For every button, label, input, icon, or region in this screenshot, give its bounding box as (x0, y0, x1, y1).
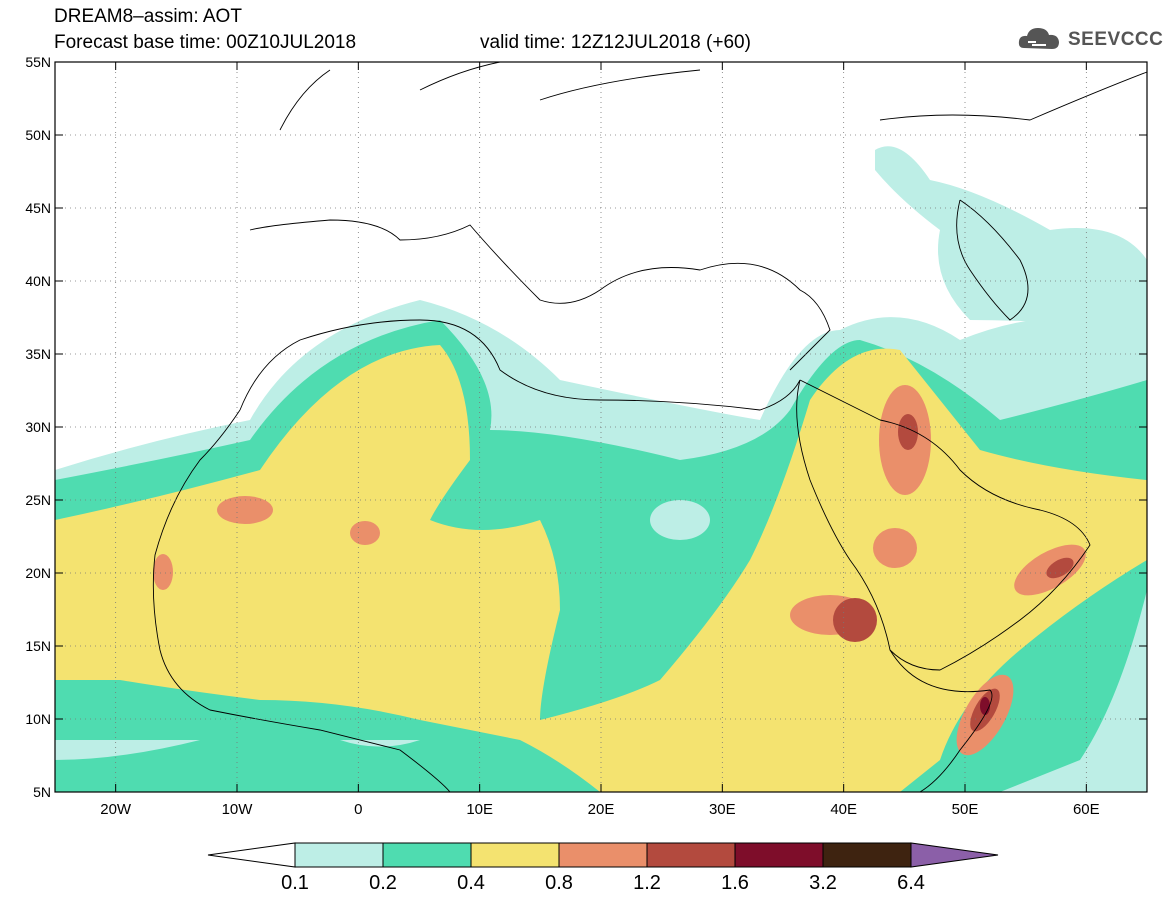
colorbar-min-arrow (207, 842, 296, 868)
aot-spot-high (153, 554, 173, 590)
coastline-europe (249, 219, 831, 371)
lat-tick-label: 35N (25, 346, 51, 362)
colorbar-label: 6.4 (897, 872, 925, 894)
lon-axis: 20W 10W 0 10E 20E 30E 40E 50E 60E (100, 62, 1100, 818)
lat-tick-label: 50N (25, 127, 51, 143)
coastline-caspian (956, 199, 1029, 321)
lon-tick-label: 20E (588, 801, 615, 818)
seevccc-logo: SEEVCCC (1016, 22, 1163, 58)
colorbar-max-arrow (910, 842, 999, 868)
lat-tick-label: 45N (25, 200, 51, 216)
lat-tick-label: 10N (25, 711, 51, 727)
aot-spot-high (350, 521, 380, 545)
map-title: DREAM8–assim: AOT (54, 6, 242, 27)
cloud-icon (1018, 28, 1059, 49)
colorbar: 0.1 0.2 0.4 0.8 1.2 1.6 3.2 6.4 (207, 842, 999, 894)
lat-tick-label: 55N (25, 54, 51, 70)
colorbar-label: 0.1 (281, 872, 309, 894)
aot-band-very-low-caspian (875, 146, 1147, 330)
forecast-base-time: Forecast base time: 00Z10JUL2018 (54, 32, 357, 53)
colorbar-box (470, 842, 560, 868)
lat-tick-label: 5N (33, 784, 51, 800)
lon-tick-label: 20W (100, 801, 132, 818)
aot-spot-very-high (898, 414, 918, 450)
valid-time: valid time: 12Z12JUL2018 (+60) (480, 32, 751, 53)
lon-tick-label: 60E (1073, 801, 1100, 818)
aot-spot-high (873, 528, 917, 568)
aot-clear-zone (650, 500, 710, 540)
colorbar-box (822, 842, 912, 868)
lon-tick-label: 50E (952, 801, 979, 818)
colorbar-box (558, 842, 648, 868)
lat-tick-label: 30N (25, 419, 51, 435)
lon-tick-label: 10W (222, 801, 254, 818)
lat-tick-label: 20N (25, 565, 51, 581)
aot-spot-extreme (980, 697, 990, 715)
colorbar-label: 1.6 (721, 872, 749, 894)
lon-tick-label: 0 (354, 801, 362, 818)
colorbar-label: 1.2 (633, 872, 661, 894)
coastline-west-africa (152, 409, 451, 792)
colorbar-box (734, 842, 824, 868)
lon-tick-label: 30E (709, 801, 736, 818)
lat-tick-label: 40N (25, 273, 51, 289)
colorbar-label: 0.2 (369, 872, 397, 894)
coastline-arabia (799, 379, 1091, 671)
lat-axis: 55N 50N 45N 40N 35N 30N 25N 20N 15N 10N 5N (25, 54, 1147, 800)
colorbar-label: 0.8 (545, 872, 573, 894)
lon-tick-label: 10E (466, 801, 493, 818)
logo-text: SEEVCCC (1068, 29, 1164, 50)
aot-spot-very-high (1046, 557, 1074, 579)
colorbar-box (382, 842, 472, 868)
aot-spot-very-high (833, 598, 877, 642)
lat-tick-label: 25N (25, 492, 51, 508)
aot-band-moderate (55, 345, 1147, 792)
coastlines (152, 62, 1147, 792)
colorbar-label: 0.4 (457, 872, 485, 894)
lat-tick-label: 15N (25, 638, 51, 654)
coastline-africa (239, 319, 993, 792)
colorbar-label: 3.2 (809, 872, 837, 894)
colorbar-box (646, 842, 736, 868)
lon-tick-label: 40E (830, 801, 857, 818)
coastline-north (279, 62, 1147, 131)
aot-spot-high (217, 496, 273, 524)
colorbar-box (294, 842, 384, 868)
